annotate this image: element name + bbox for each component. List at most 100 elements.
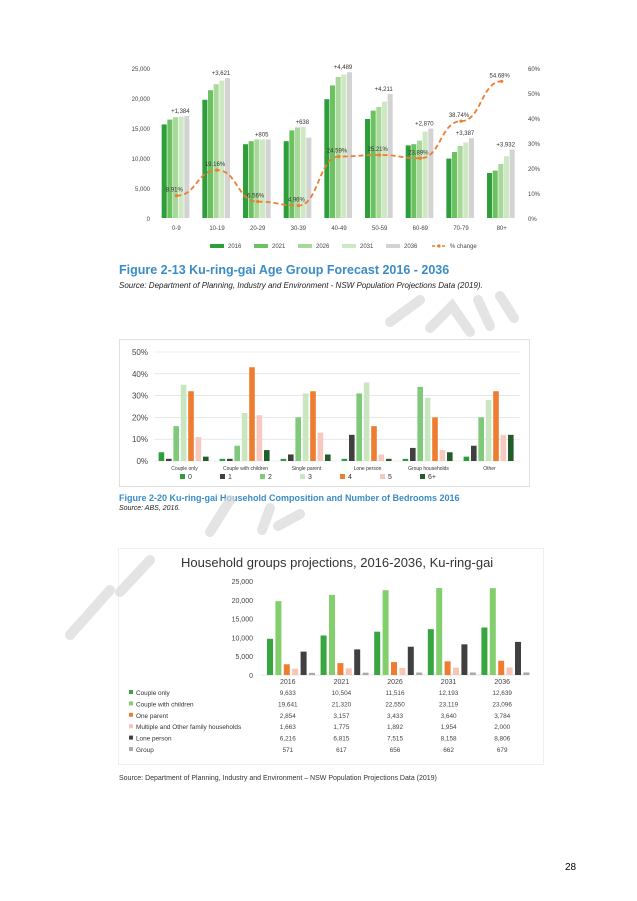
bar-bedrooms-5 — [378, 454, 385, 461]
bar-bedrooms-3 — [241, 413, 248, 461]
bar-bedrooms-6+ — [325, 454, 331, 461]
bar-couple-with-children — [329, 594, 335, 675]
bar-annotation: +1,384 — [171, 109, 190, 115]
bar-couple-with-children — [436, 588, 443, 675]
figure-3-source: Source: Department of Planning, Industry… — [119, 775, 437, 782]
table-cell: 7,515 — [387, 736, 403, 743]
y2-tick-label: 40% — [528, 117, 541, 123]
bar-annotation: +3,387 — [456, 131, 475, 137]
bar-one-parent — [391, 662, 397, 675]
legend-label: 2031 — [360, 244, 374, 250]
table-cell: 19,641 — [278, 701, 298, 708]
table-row-swatch — [129, 701, 133, 706]
bar-bedrooms-3 — [180, 384, 187, 461]
percent-change-point — [378, 153, 382, 157]
legend-label: 2021 — [272, 244, 286, 250]
bar-bedrooms-2 — [356, 393, 362, 461]
x-tick-label: 2026 — [387, 679, 403, 686]
legend-label: 3 — [308, 474, 312, 481]
bar-2016 — [365, 119, 371, 218]
y2-tick-label: 0% — [528, 217, 537, 223]
bar-annotation: +3,932 — [496, 143, 515, 149]
y-tick-label: 0 — [147, 217, 151, 223]
bar-annotation: +2,870 — [415, 122, 434, 128]
bar-bedrooms-3 — [302, 393, 309, 461]
bar-multiple-and-other-family-households — [292, 668, 299, 675]
bar-bedrooms-4 — [310, 391, 316, 461]
bar-2016 — [405, 145, 411, 218]
bar-couple-only — [320, 635, 327, 675]
page-number: 28 — [565, 862, 577, 873]
y-tick-label: 30% — [132, 392, 148, 401]
bar-bedrooms-1 — [349, 434, 355, 461]
table-cell: 656 — [390, 747, 401, 754]
table-cell: 21,320 — [332, 701, 352, 708]
y2-tick-label: 20% — [528, 167, 541, 173]
bar-lone-person — [515, 641, 521, 675]
bar-bedrooms-6+ — [386, 458, 392, 461]
y-tick-label: 20% — [132, 413, 148, 422]
table-cell: 679 — [497, 747, 508, 754]
bar-bedrooms-5 — [195, 437, 202, 461]
bar-bedrooms-1 — [471, 445, 477, 461]
percent-change-label: 25.21% — [367, 147, 388, 153]
table-cell: 23,119 — [439, 701, 459, 708]
bar-multiple-and-other-family-households — [345, 668, 352, 675]
y-tick-label: 10,000 — [132, 157, 151, 163]
y-tick-label: 0% — [136, 457, 148, 466]
y-tick-label: 20,000 — [232, 598, 254, 605]
bar-2016 — [324, 99, 330, 218]
percent-change-label: 54.68% — [489, 73, 510, 79]
bar-bedrooms-1 — [410, 447, 416, 461]
bar-couple-with-children — [489, 588, 496, 675]
table-cell: 2,854 — [280, 713, 296, 720]
bar-2021 — [370, 110, 376, 218]
bar-2016 — [487, 173, 493, 218]
bar-2036 — [468, 138, 475, 218]
bar-bedrooms-3 — [485, 399, 492, 461]
bar-2021 — [452, 152, 458, 218]
bar-2036 — [224, 78, 231, 218]
bar-2021 — [167, 119, 173, 218]
table-cell: 23,096 — [492, 701, 512, 708]
percent-change-label: 6.56% — [247, 194, 265, 200]
legend-label: 6+ — [428, 474, 436, 481]
bar-couple-only — [374, 631, 381, 675]
bar-bedrooms-0 — [402, 458, 409, 461]
y-tick-label: 15,000 — [232, 617, 254, 624]
percent-change-label: 38.74% — [449, 113, 470, 119]
bar-2026 — [416, 140, 423, 218]
bar-2026 — [335, 77, 341, 218]
x-tick-label: Lone person — [354, 466, 382, 472]
bar-2031 — [463, 142, 469, 218]
bar-annotation: +805 — [255, 132, 269, 138]
legend-swatch — [254, 244, 268, 248]
table-row-swatch — [129, 724, 133, 729]
bar-bedrooms-3 — [363, 382, 370, 461]
bar-multiple-and-other-family-households — [399, 667, 406, 675]
y-tick-label: 5,000 — [135, 187, 151, 193]
household-groups-chart-title: Household groups projections, 2016-2036,… — [181, 555, 494, 570]
percent-change-label: 23.89% — [408, 150, 429, 156]
bar-2031 — [503, 156, 510, 218]
bar-one-parent — [444, 661, 451, 675]
legend-swatch — [298, 244, 312, 248]
table-cell: 1,775 — [333, 724, 349, 731]
bar-bedrooms-5 — [500, 434, 507, 461]
percent-change-label: 19.16% — [205, 162, 226, 168]
y-tick-label: 5,000 — [235, 654, 253, 661]
household-groups-chart: 0 5,000 10,000 15,000 20,000 25,000 2016 2021 20… — [129, 579, 530, 754]
bar-2026 — [172, 117, 179, 218]
x-tick-label: 10-19 — [209, 226, 225, 232]
bar-bedrooms-5 — [439, 450, 446, 461]
legend-swatch — [420, 474, 425, 479]
y-tick-label: 10% — [132, 435, 148, 444]
percent-change-point — [418, 156, 422, 160]
percent-change-label: 4.96% — [288, 198, 306, 204]
y-tick-label: 10,000 — [232, 635, 254, 642]
bar-2021 — [248, 141, 254, 218]
bar-2031 — [300, 126, 306, 218]
percent-change-point — [500, 79, 504, 83]
x-tick-label: Couple with children — [223, 466, 268, 472]
x-tick-label: 2036 — [494, 679, 510, 686]
